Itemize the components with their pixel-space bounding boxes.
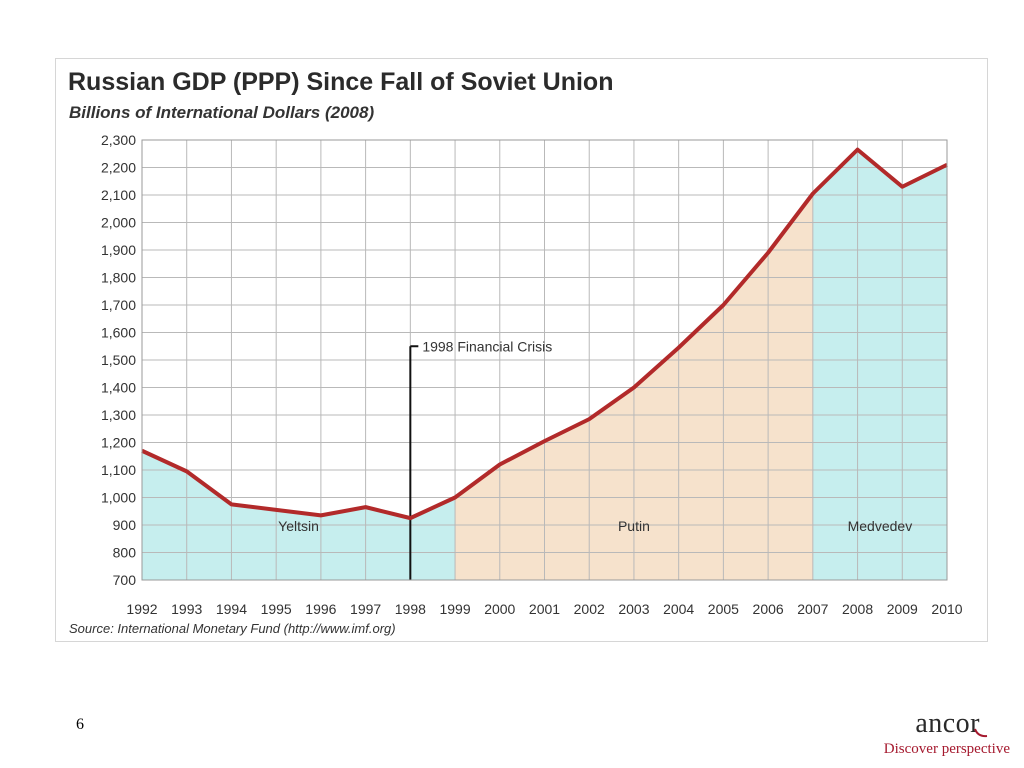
logo-swoosh-icon bbox=[974, 728, 988, 738]
x-tick-label: 2001 bbox=[529, 601, 560, 617]
y-tick-label: 2,000 bbox=[101, 215, 136, 231]
x-tick-label: 1995 bbox=[261, 601, 292, 617]
x-tick-label: 2010 bbox=[931, 601, 962, 617]
x-tick-label: 1992 bbox=[126, 601, 157, 617]
x-tick-label: 2008 bbox=[842, 601, 873, 617]
y-tick-label: 900 bbox=[113, 517, 137, 533]
y-tick-label: 2,300 bbox=[101, 132, 136, 148]
y-tick-label: 1,500 bbox=[101, 352, 136, 368]
y-tick-label: 2,100 bbox=[101, 187, 136, 203]
x-tick-label: 1993 bbox=[171, 601, 202, 617]
gdp-line bbox=[141, 147, 948, 521]
y-tick-label: 1,100 bbox=[101, 462, 136, 478]
ancor-logo: ancor Discover perspective bbox=[848, 708, 1014, 764]
x-tick-label: 1997 bbox=[350, 601, 381, 617]
x-tick-label: 1994 bbox=[216, 601, 247, 617]
x-tick-label: 2004 bbox=[663, 601, 694, 617]
x-tick-label: 1996 bbox=[305, 601, 336, 617]
x-tick-label: 2000 bbox=[484, 601, 515, 617]
x-tick-label: 2002 bbox=[574, 601, 605, 617]
x-tick-label: 2009 bbox=[887, 601, 918, 617]
y-tick-label: 1,700 bbox=[101, 297, 136, 313]
region-yeltsin bbox=[142, 450, 456, 580]
region-label: Medvedev bbox=[848, 518, 913, 534]
chart-title: Russian GDP (PPP) Since Fall of Soviet U… bbox=[68, 68, 614, 96]
y-tick-label: 1,900 bbox=[101, 242, 136, 258]
x-tick-label: 2006 bbox=[753, 601, 784, 617]
gdp-chart: 700 800 900 1,000 1,100 1,200 1,300 1,400 1,500 1… bbox=[101, 132, 963, 617]
y-tick-label: 1,300 bbox=[101, 407, 136, 423]
y-tick-label: 1,600 bbox=[101, 325, 136, 341]
x-tick-label: 2005 bbox=[708, 601, 739, 617]
y-tick-label: 2,200 bbox=[101, 160, 136, 176]
y-tick-label: 800 bbox=[113, 545, 137, 561]
logo-tagline: Discover perspective bbox=[883, 741, 1010, 757]
y-tick-label: 1,800 bbox=[101, 270, 136, 286]
y-tick-label: 700 bbox=[113, 572, 137, 588]
region-label: Yeltsin bbox=[278, 518, 319, 534]
crisis-annotation: 1998 Financial Crisis bbox=[422, 338, 552, 354]
y-tick-label: 1,400 bbox=[101, 380, 136, 396]
y-tick-label: 1,000 bbox=[101, 490, 136, 506]
x-tick-label: 2007 bbox=[797, 601, 828, 617]
x-tick-label: 1998 bbox=[395, 601, 426, 617]
y-tick-label: 1,200 bbox=[101, 435, 136, 451]
x-tick-label: 1999 bbox=[439, 601, 470, 617]
source-note: Source: International Monetary Fund (htt… bbox=[69, 621, 396, 636]
region-medvedev bbox=[812, 149, 947, 580]
region-label: Putin bbox=[618, 518, 650, 534]
x-tick-label: 2003 bbox=[618, 601, 649, 617]
plot-border bbox=[141, 139, 948, 581]
logo-wordmark: ancor bbox=[915, 708, 980, 739]
chart-subtitle: Billions of International Dollars (2008) bbox=[69, 103, 375, 122]
page-number: 6 bbox=[76, 716, 84, 733]
chart-figure: 700 800 900 1,000 1,100 1,200 1,300 1,400 1,500 1… bbox=[55, 58, 988, 642]
